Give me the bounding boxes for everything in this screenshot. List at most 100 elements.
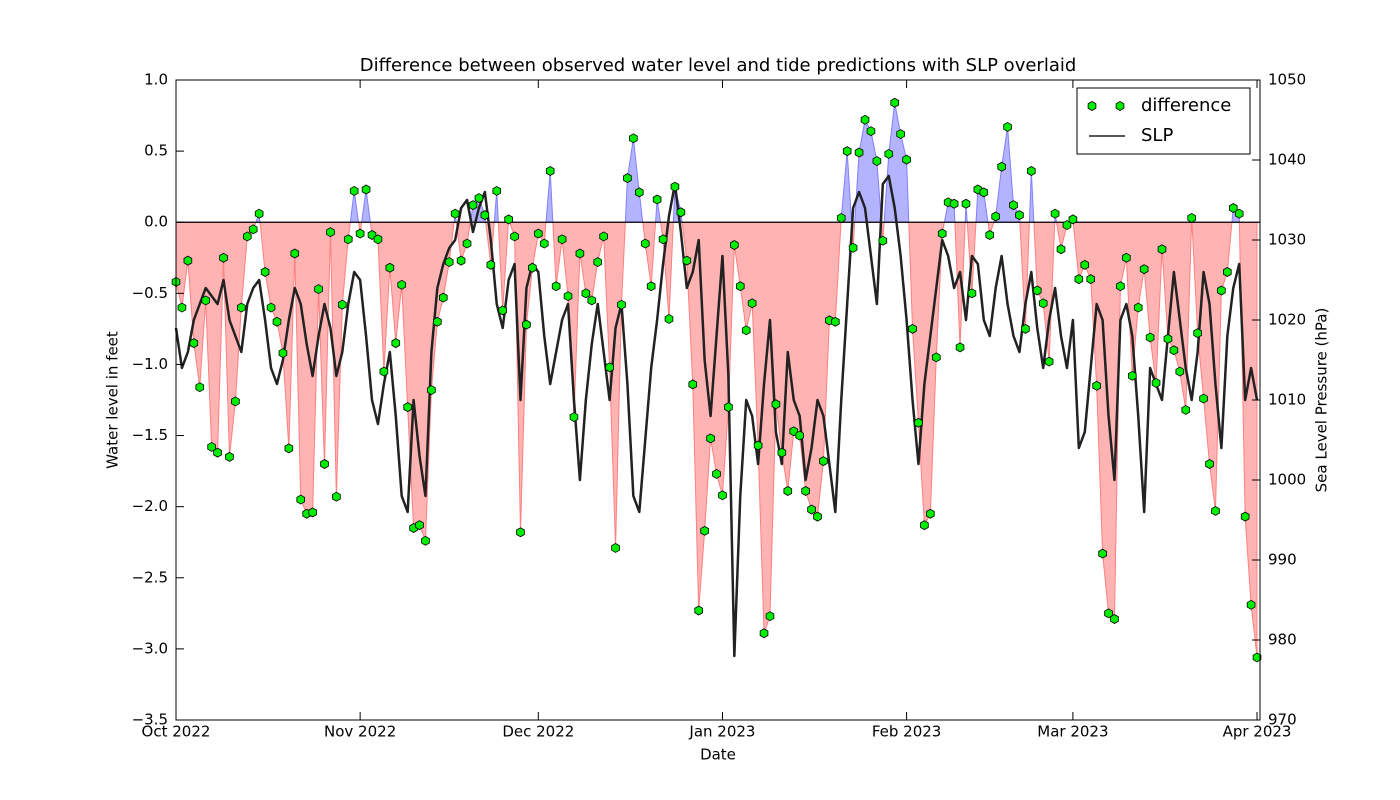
difference-marker <box>635 187 644 198</box>
difference-marker <box>860 114 870 125</box>
legend-swatch <box>1087 101 1097 111</box>
difference-marker <box>629 133 638 144</box>
difference-marker <box>819 456 828 467</box>
difference-marker <box>1015 210 1024 221</box>
difference-marker <box>539 238 549 249</box>
difference-marker <box>415 520 424 531</box>
y2-tick-label: 1020 <box>1268 311 1306 329</box>
difference-marker <box>456 255 466 266</box>
difference-marker <box>563 291 573 302</box>
difference-marker <box>207 441 216 452</box>
difference-marker <box>617 299 626 310</box>
difference-marker <box>937 228 947 239</box>
difference-marker <box>878 235 888 246</box>
difference-marker <box>741 325 751 336</box>
difference-marker <box>355 228 365 239</box>
difference-marker <box>1217 285 1226 296</box>
difference-marker <box>1181 404 1191 415</box>
difference-marker <box>1122 252 1131 263</box>
difference-marker <box>706 433 715 444</box>
difference-marker <box>1086 274 1096 285</box>
x-tick-label: Apr 2023 <box>1223 723 1292 741</box>
x-tick-label: Oct 2022 <box>142 723 211 741</box>
y-tick-label: 1.0 <box>144 71 168 89</box>
y2-tick-label: 1030 <box>1268 231 1306 249</box>
difference-marker <box>569 412 579 423</box>
difference-marker <box>1044 356 1054 367</box>
difference-marker <box>1199 393 1208 404</box>
difference-marker <box>813 511 822 522</box>
difference-marker <box>338 299 347 310</box>
difference-marker <box>694 605 703 616</box>
difference-marker <box>1205 459 1214 469</box>
difference-marker <box>349 185 359 196</box>
difference-marker <box>575 248 585 259</box>
difference-marker <box>534 228 543 239</box>
difference-marker <box>682 255 692 266</box>
difference-marker <box>735 281 745 292</box>
difference-marker <box>783 486 793 496</box>
difference-marker <box>1246 599 1256 610</box>
difference-marker <box>581 288 591 299</box>
difference-marker <box>219 252 228 263</box>
difference-marker <box>1068 214 1078 225</box>
difference-marker <box>1234 208 1244 219</box>
difference-marker <box>474 193 484 204</box>
difference-marker <box>545 166 555 176</box>
difference-marker <box>450 208 460 219</box>
difference-marker <box>1116 281 1125 292</box>
difference-marker <box>421 535 430 546</box>
difference-marker <box>700 525 709 536</box>
difference-marker <box>712 468 721 479</box>
difference-marker <box>676 207 686 218</box>
x-tick-label: Nov 2022 <box>324 723 396 741</box>
difference-marker <box>403 402 412 413</box>
difference-marker <box>842 146 852 157</box>
difference-marker <box>1032 285 1042 296</box>
difference-marker <box>1050 208 1060 219</box>
difference-marker <box>498 305 507 316</box>
difference-marker <box>1228 203 1238 213</box>
difference-marker <box>759 628 769 639</box>
difference-marker <box>326 227 335 238</box>
difference-marker <box>914 417 923 428</box>
difference-marker <box>1009 200 1018 211</box>
difference-marker <box>242 231 252 242</box>
difference-marker <box>480 210 490 221</box>
difference-marker <box>866 126 876 137</box>
difference-marker <box>1021 323 1030 334</box>
difference-marker <box>587 295 597 306</box>
difference-marker <box>730 240 739 250</box>
y-tick-label: −2.5 <box>132 568 168 586</box>
difference-marker <box>884 148 894 159</box>
difference-marker <box>332 491 341 502</box>
difference-marker <box>926 508 935 519</box>
difference-marker <box>1127 370 1137 381</box>
y-tick-label: 0.5 <box>144 142 168 160</box>
x-tick-label: Mar 2023 <box>1037 723 1108 741</box>
legend-label: SLP <box>1141 125 1173 146</box>
x-tick-label: Feb 2023 <box>872 723 942 741</box>
difference-marker <box>593 257 603 268</box>
difference-marker <box>1003 121 1012 132</box>
chart-title: Difference between observed water level … <box>360 55 1077 76</box>
difference-marker <box>231 396 240 407</box>
y-axis-label: Water level in feet <box>104 331 122 469</box>
difference-marker <box>1169 345 1179 356</box>
difference-marker <box>652 194 662 205</box>
difference-marker <box>1157 244 1167 255</box>
y-tick-label: −1.0 <box>132 355 168 373</box>
difference-marker <box>438 292 448 303</box>
difference-marker <box>1074 274 1084 285</box>
difference-marker <box>979 187 989 198</box>
difference-marker <box>379 366 389 377</box>
difference-marker <box>444 257 454 268</box>
difference-marker <box>551 281 561 292</box>
difference-marker <box>343 234 353 245</box>
difference-marker <box>1211 505 1220 516</box>
difference-marker <box>177 302 187 313</box>
y2-tick-label: 980 <box>1268 631 1297 649</box>
difference-marker <box>248 224 258 235</box>
difference-marker <box>664 313 674 324</box>
